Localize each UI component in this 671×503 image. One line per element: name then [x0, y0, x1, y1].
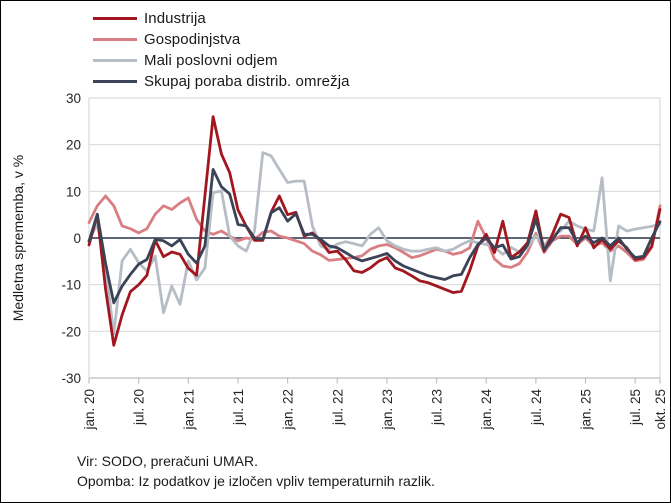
source-note: Vir: SODO, preračuni UMAR. [77, 453, 259, 469]
legend-label-gospodinjstva: Gospodinjstva [144, 30, 241, 48]
legend-line-gospodinjstva-icon [93, 37, 137, 41]
x-tick-label: jan. 25 [579, 389, 594, 431]
x-tick-label: jul. 24 [529, 389, 544, 427]
legend-line-industrija-icon [93, 16, 137, 20]
legend-label-industrija: Industrija [144, 9, 206, 27]
legend-line-skupaj-poraba-icon [93, 79, 137, 83]
y-tick-label: 20 [66, 138, 81, 153]
x-tick-label: jan. 22 [281, 389, 296, 431]
chart-footnotes: Vir: SODO, preračuni UMAR. Opomba: Iz po… [77, 451, 435, 491]
legend-item-industrija: Industrija [93, 8, 350, 28]
y-axis-title: Medletna sprememba, v % [10, 155, 26, 322]
x-tick-label: jul. 25 [628, 389, 643, 426]
chart-legend: Industrija Gospodinjstva Mali poslovni o… [93, 8, 350, 91]
x-tick-label: jul. 22 [330, 389, 345, 426]
legend-label-skupaj-poraba: Skupaj poraba distrib. omrežja [144, 72, 350, 90]
x-tick-label: okt. 25 [653, 389, 668, 430]
x-tick-label: jan. 21 [181, 389, 196, 431]
legend-label-mali-poslovni-odjem: Mali poslovni odjem [144, 51, 278, 69]
x-tick-label: jul. 21 [231, 389, 246, 426]
x-tick-label: jul. 23 [430, 389, 445, 426]
y-tick-label: 0 [73, 231, 81, 246]
y-tick-label: -10 [61, 278, 81, 293]
y-tick-label: -20 [61, 324, 81, 339]
legend-line-mali-poslovni-odjem-icon [93, 58, 137, 62]
y-tick-label: 10 [66, 184, 81, 199]
x-tick-label: jan. 20 [82, 389, 97, 431]
legend-item-skupaj-poraba: Skupaj poraba distrib. omrežja [93, 71, 350, 91]
x-tick-label: jul. 20 [132, 389, 147, 426]
y-tick-label: 30 [66, 91, 81, 106]
x-tick-label: jan. 23 [380, 389, 395, 431]
legend-item-gospodinjstva: Gospodinjstva [93, 29, 350, 49]
legend-item-mali-poslovni-odjem: Mali poslovni odjem [93, 50, 350, 70]
y-tick-label: -30 [61, 371, 81, 386]
method-note: Opomba: Iz podatkov je izločen vpliv tem… [77, 473, 435, 489]
x-tick-label: jan. 24 [479, 389, 494, 431]
